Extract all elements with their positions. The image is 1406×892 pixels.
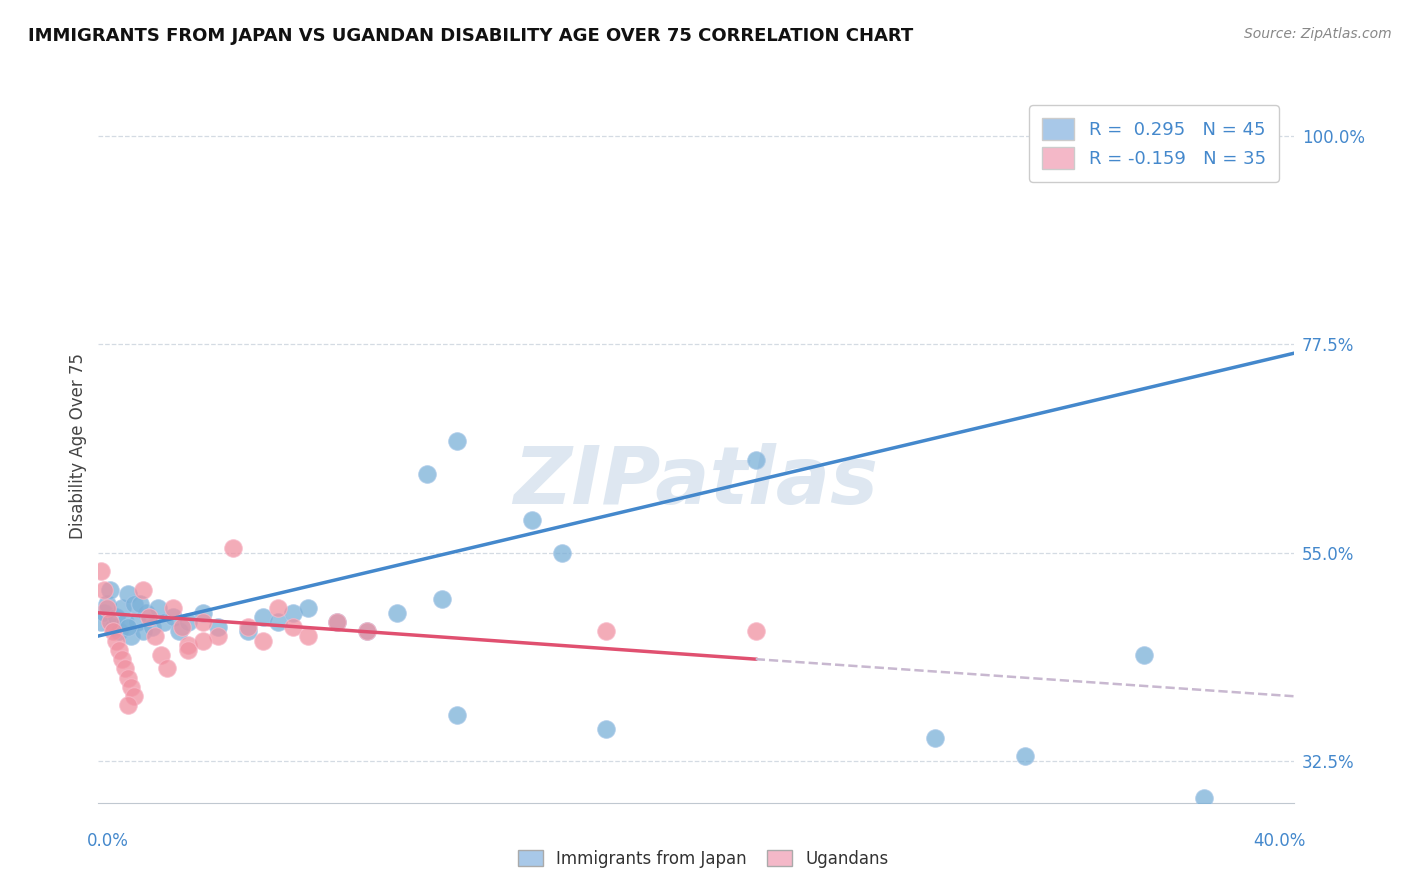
- Point: [114, 615, 136, 629]
- Point: [120, 680, 142, 694]
- Legend: R =  0.295   N = 45, R = -0.159   N = 35: R = 0.295 N = 45, R = -0.159 N = 35: [1029, 105, 1278, 182]
- Point: [326, 615, 349, 629]
- Point: [1014, 749, 1036, 764]
- Point: [162, 610, 184, 624]
- Point: [191, 633, 214, 648]
- Point: [141, 620, 163, 634]
- Point: [117, 620, 139, 634]
- Point: [150, 648, 173, 662]
- Point: [550, 545, 572, 559]
- Point: [111, 652, 134, 666]
- Point: [177, 643, 200, 657]
- Point: [207, 620, 229, 634]
- Point: [267, 615, 290, 629]
- Point: [90, 564, 112, 578]
- Point: [177, 638, 200, 652]
- Point: [114, 661, 136, 675]
- Text: ZIPatlas: ZIPatlas: [513, 442, 879, 521]
- Point: [127, 615, 149, 629]
- Point: [93, 606, 115, 620]
- Point: [98, 615, 122, 629]
- Point: [117, 587, 139, 601]
- Point: [103, 620, 125, 634]
- Text: Source: ZipAtlas.com: Source: ZipAtlas.com: [1244, 27, 1392, 41]
- Point: [356, 624, 378, 639]
- Point: [1192, 791, 1215, 805]
- Point: [132, 624, 155, 639]
- Point: [924, 731, 946, 745]
- Point: [135, 606, 157, 620]
- Point: [326, 615, 349, 629]
- Point: [520, 513, 543, 527]
- Point: [93, 582, 115, 597]
- Legend: Immigrants from Japan, Ugandans: Immigrants from Japan, Ugandans: [510, 844, 896, 875]
- Point: [252, 610, 274, 624]
- Point: [177, 615, 200, 629]
- Point: [430, 591, 453, 606]
- Point: [172, 620, 194, 634]
- Point: [356, 624, 378, 639]
- Point: [385, 606, 409, 620]
- Point: [156, 661, 179, 675]
- Point: [108, 624, 131, 639]
- Point: [90, 615, 112, 629]
- Point: [267, 601, 290, 615]
- Point: [222, 541, 245, 555]
- Text: IMMIGRANTS FROM JAPAN VS UGANDAN DISABILITY AGE OVER 75 CORRELATION CHART: IMMIGRANTS FROM JAPAN VS UGANDAN DISABIL…: [28, 27, 914, 45]
- Point: [207, 629, 229, 643]
- Point: [103, 624, 125, 639]
- Point: [111, 601, 134, 615]
- Point: [124, 690, 146, 704]
- Point: [129, 597, 152, 611]
- Point: [96, 601, 118, 615]
- Point: [162, 601, 184, 615]
- Point: [96, 597, 118, 611]
- Point: [446, 434, 468, 449]
- Point: [143, 629, 166, 643]
- Point: [416, 467, 439, 481]
- Point: [138, 610, 160, 624]
- Point: [446, 707, 468, 722]
- Point: [98, 582, 122, 597]
- Point: [745, 624, 768, 639]
- Point: [281, 620, 304, 634]
- Point: [120, 629, 142, 643]
- Point: [745, 453, 768, 467]
- Point: [105, 633, 128, 648]
- Point: [297, 601, 319, 615]
- Text: 0.0%: 0.0%: [87, 831, 128, 849]
- Point: [167, 624, 190, 639]
- Point: [153, 615, 176, 629]
- Text: 40.0%: 40.0%: [1253, 831, 1305, 849]
- Point: [191, 615, 214, 629]
- Point: [252, 633, 274, 648]
- Point: [236, 620, 259, 634]
- Point: [1133, 648, 1156, 662]
- Point: [297, 629, 319, 643]
- Point: [124, 597, 146, 611]
- Point: [191, 606, 214, 620]
- Point: [281, 606, 304, 620]
- Point: [108, 643, 131, 657]
- Y-axis label: Disability Age Over 75: Disability Age Over 75: [69, 353, 87, 539]
- Point: [595, 624, 617, 639]
- Point: [105, 610, 128, 624]
- Point: [117, 671, 139, 685]
- Point: [595, 722, 617, 736]
- Point: [132, 582, 155, 597]
- Point: [117, 698, 139, 713]
- Point: [148, 601, 170, 615]
- Point: [236, 624, 259, 639]
